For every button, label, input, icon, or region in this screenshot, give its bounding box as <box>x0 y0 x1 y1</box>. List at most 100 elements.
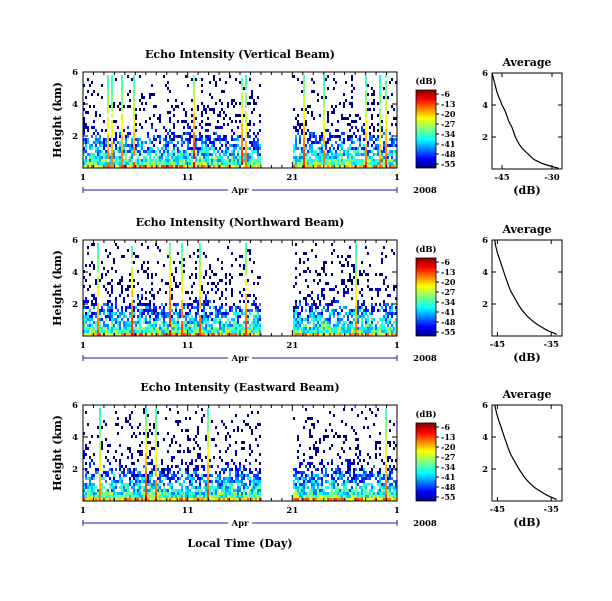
average-title: Average <box>501 223 551 236</box>
colorbar-tick-label: -13 <box>441 432 456 442</box>
y-tick-label: 4 <box>482 101 488 111</box>
panel-title: Echo Intensity (Northward Beam) <box>136 216 345 229</box>
x-tick-label: 21 <box>286 173 298 183</box>
y-tick-label: 2 <box>482 133 488 143</box>
average-profile-line <box>494 239 557 335</box>
colorbar-tick-label: -13 <box>441 99 456 109</box>
echo-panel-3: Echo Intensity (Eastward Beam) 2 4 6 Height … <box>51 381 456 550</box>
x-tick-label: 1 <box>394 341 400 351</box>
colorbar <box>415 89 437 169</box>
colorbar-tick-label: -6 <box>441 89 450 99</box>
x-tick-label: 1 <box>394 173 400 183</box>
y-tick-label: 2 <box>72 132 78 142</box>
echo-cells <box>83 243 397 336</box>
colorbar-tick-label: -27 <box>441 119 455 129</box>
x-tick-label: 21 <box>286 506 298 516</box>
average-frame <box>491 239 563 337</box>
x-axis-label: Local Time (Day) <box>187 537 292 550</box>
echo-cells <box>83 75 397 168</box>
average-frame <box>491 72 563 170</box>
colorbar-tick-label: -20 <box>441 277 456 287</box>
echo-cells <box>83 408 397 501</box>
colorbar-tick-label: -6 <box>441 257 450 267</box>
average-panel-2: Average 2 4 6 -45 -35 (dB) <box>482 223 563 364</box>
y-tick-label: 4 <box>482 268 488 278</box>
month-label: Apr <box>230 186 249 196</box>
average-title: Average <box>501 388 551 401</box>
month-label-bg <box>228 185 252 195</box>
colorbar-tick-label: -41 <box>441 307 455 317</box>
colorbar-tick-label: -48 <box>441 149 456 159</box>
y-tick-label: 4 <box>72 100 78 110</box>
average-frame <box>491 404 563 502</box>
x-tick-label: -45 <box>494 173 509 183</box>
year-label: 2008 <box>413 186 437 196</box>
y-tick-label: 6 <box>482 401 488 411</box>
echo-panel-1: Echo Intensity (Vertical Beam) 2 4 6 Height … <box>51 48 456 196</box>
month-label: Apr <box>230 354 249 364</box>
year-label: 2008 <box>413 519 437 529</box>
x-tick-label: -30 <box>544 173 559 183</box>
colorbar <box>415 257 437 337</box>
y-tick-label: 4 <box>482 433 488 443</box>
colorbar-tick-label: -27 <box>441 452 455 462</box>
y-tick-label: 2 <box>72 300 78 310</box>
colorbar-tick-label: -41 <box>441 139 455 149</box>
average-profile-line <box>491 72 559 169</box>
average-x-label: (dB) <box>513 351 540 364</box>
average-panel-3: Average 2 4 6 -45 -35 (dB) <box>482 388 563 529</box>
colorbar-tick-label: -34 <box>441 297 456 307</box>
y-axis-label: Height (km) <box>51 415 64 491</box>
colorbar-tick-label: -55 <box>441 159 455 169</box>
y-tick-label: 4 <box>72 433 78 443</box>
average-profile-line <box>494 404 557 500</box>
colorbar-tick-label: -20 <box>441 442 456 452</box>
colorbar-unit: (dB) <box>415 409 436 420</box>
echo-panel-2: Echo Intensity (Northward Beam) 2 4 6 Height… <box>51 216 456 364</box>
colorbar-tick-label: -20 <box>441 109 456 119</box>
colorbar-unit: (dB) <box>415 76 436 87</box>
x-tick-label: 1 <box>80 173 86 183</box>
average-x-label: (dB) <box>513 516 540 529</box>
y-axis-label: Height (km) <box>51 82 64 158</box>
y-tick-label: 2 <box>482 465 488 475</box>
colorbar-tick-label: -41 <box>441 472 455 482</box>
month-label-bg <box>228 518 252 528</box>
x-tick-label: 11 <box>182 341 194 351</box>
year-label: 2008 <box>413 354 437 364</box>
y-tick-label: 2 <box>72 465 78 475</box>
x-tick-label: 1 <box>80 506 86 516</box>
y-tick-label: 6 <box>72 401 78 411</box>
y-axis-label: Height (km) <box>51 250 64 326</box>
average-panel-1: Average 2 4 6 -45 -30 (dB) <box>482 56 563 197</box>
average-title: Average <box>501 56 551 69</box>
colorbar-tick-label: -6 <box>441 422 450 432</box>
month-label-bg <box>228 353 252 363</box>
x-tick-label: 21 <box>286 341 298 351</box>
colorbar <box>415 422 437 502</box>
colorbar-tick-label: -13 <box>441 267 456 277</box>
colorbar-tick-label: -34 <box>441 129 456 139</box>
y-tick-label: 6 <box>482 236 488 246</box>
colorbar-tick-label: -34 <box>441 462 456 472</box>
panel-title: Echo Intensity (Eastward Beam) <box>140 381 339 394</box>
colorbar-tick-label: -27 <box>441 287 455 297</box>
x-tick-label: 1 <box>80 341 86 351</box>
x-tick-label: 11 <box>182 173 194 183</box>
y-tick-label: 2 <box>482 300 488 310</box>
y-tick-label: 6 <box>72 236 78 246</box>
colorbar-tick-label: -48 <box>441 482 456 492</box>
x-tick-label: -35 <box>544 505 559 515</box>
x-tick-label: -45 <box>490 340 505 350</box>
y-tick-label: 6 <box>72 68 78 78</box>
x-tick-label: 1 <box>394 506 400 516</box>
y-tick-label: 6 <box>482 69 488 79</box>
colorbar-tick-label: -55 <box>441 492 455 502</box>
x-tick-label: -35 <box>544 340 559 350</box>
month-label: Apr <box>230 519 249 529</box>
x-tick-label: -45 <box>490 505 505 515</box>
colorbar-tick-label: -48 <box>441 317 456 327</box>
x-tick-label: 11 <box>182 506 194 516</box>
y-tick-label: 4 <box>72 268 78 278</box>
